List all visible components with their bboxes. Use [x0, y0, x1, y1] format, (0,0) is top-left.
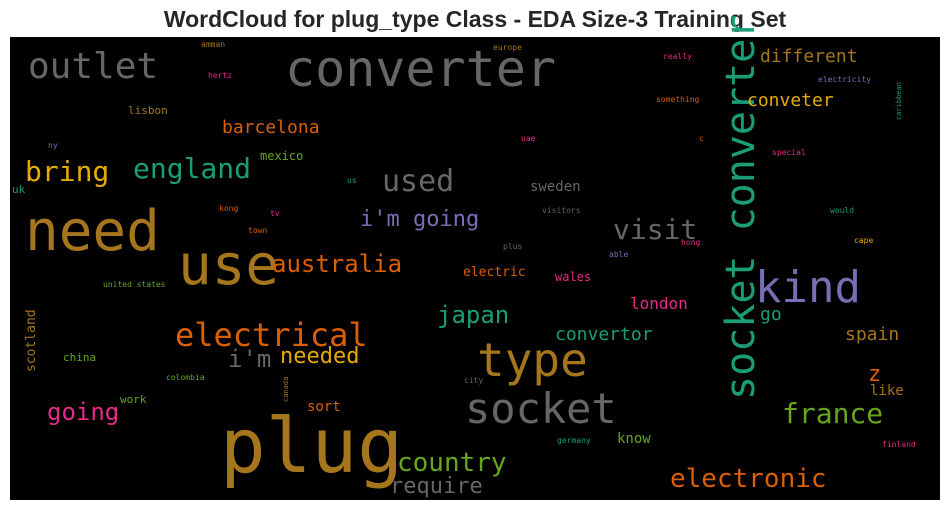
word: going: [47, 398, 119, 426]
word: outlet: [28, 46, 158, 87]
word: i'm: [228, 345, 271, 373]
word: really: [663, 52, 692, 61]
word: tv: [270, 209, 280, 218]
word: sort: [307, 399, 341, 415]
word: socket: [465, 384, 617, 433]
word: know: [617, 431, 651, 447]
word: electrical: [175, 316, 368, 354]
word: work: [120, 393, 147, 406]
word: electricity: [818, 75, 871, 84]
word: ny: [48, 141, 58, 150]
word: town: [248, 226, 267, 235]
word: require: [390, 474, 483, 499]
word: special: [772, 148, 806, 157]
word: china: [63, 351, 96, 364]
word: uk: [12, 183, 26, 196]
word: finland: [882, 440, 916, 449]
word: socket converter: [718, 15, 764, 400]
word: united states: [103, 280, 166, 289]
word: conveter: [747, 90, 834, 111]
word: france: [782, 397, 883, 430]
word: z: [868, 362, 881, 387]
word: electric: [463, 265, 526, 280]
word: something: [656, 95, 700, 104]
word: country: [397, 448, 507, 478]
word: england: [133, 152, 251, 185]
word: spain: [845, 324, 899, 345]
word: used: [382, 164, 454, 199]
word: cape: [854, 236, 873, 245]
word: visit: [613, 213, 697, 246]
word: electronic: [670, 464, 827, 494]
word: amman: [201, 40, 225, 49]
word: germany: [557, 436, 591, 445]
word: c: [699, 134, 704, 143]
word: kind: [755, 262, 861, 313]
word: needed: [280, 344, 359, 369]
word: lisbon: [128, 104, 168, 117]
word: colombia: [166, 373, 205, 382]
word: caribbean: [895, 82, 903, 120]
word: japan: [437, 301, 509, 329]
cloud-background: [10, 37, 940, 500]
word: australia: [272, 250, 402, 278]
word: kong: [219, 204, 238, 213]
word: canada: [282, 377, 290, 402]
word: type: [477, 333, 588, 387]
word: hertz: [208, 71, 232, 80]
word: would: [830, 206, 854, 215]
chart-title: WordCloud for plug_type Class - EDA Size…: [164, 6, 787, 32]
word: bring: [25, 155, 109, 188]
word: need: [25, 199, 160, 264]
word: sweden: [530, 179, 581, 195]
word: wales: [555, 270, 591, 284]
word: go: [760, 304, 782, 325]
word: us: [347, 176, 357, 185]
word: like: [870, 383, 904, 399]
word: barcelona: [222, 117, 320, 138]
word: able: [609, 250, 628, 259]
word: visitors: [542, 206, 581, 215]
word: i'm going: [360, 207, 479, 232]
word: different: [760, 46, 858, 67]
word: scotland: [24, 309, 39, 372]
word: europe: [493, 43, 522, 52]
word: uae: [521, 134, 536, 143]
word: mexico: [260, 149, 303, 163]
word: city: [464, 376, 483, 385]
word: plus: [503, 242, 522, 251]
word: london: [630, 294, 688, 313]
word: plug: [220, 401, 403, 490]
word: converter: [285, 40, 556, 98]
word: use: [178, 233, 279, 298]
word: convertor: [555, 324, 653, 345]
word: hong: [681, 238, 700, 247]
